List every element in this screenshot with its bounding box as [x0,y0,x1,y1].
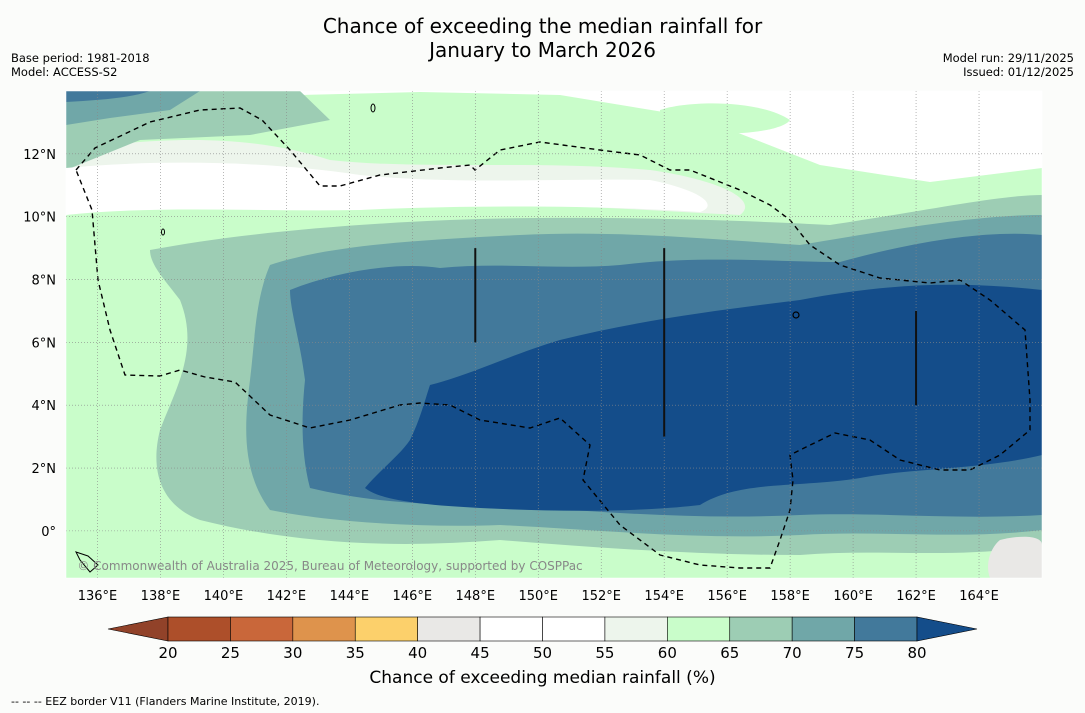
latitude-labels: 0° 2°N 4°N 6°N 8°N 10°N 12°N [23,148,56,540]
model-run: Model run: 29/11/2025 [942,51,1074,65]
colorbar-segment [542,616,606,642]
longitude-tick-label: 150°E [518,589,558,604]
colorbar-segment [354,616,418,642]
probability-region-60-65-north [660,103,790,134]
map-frame [65,90,1043,579]
copyright-text: © Commonwealth of Australia 2025, Bureau… [77,559,582,573]
eez-border [75,107,1031,569]
colorbar: 20 25 30 35 40 45 50 55 60 65 70 75 80 [107,616,978,662]
probability-region-40-45 [988,536,1042,578]
longitude-tick-label: 156°E [707,589,747,604]
longitude-tick-label: 148°E [456,589,496,604]
colorbar-tick-label: 45 [471,644,490,662]
latitude-tick-label: 0° [41,525,56,540]
colorbar-segment [791,616,855,642]
title-line-2: January to March 2026 [429,38,656,62]
longitude-tick-label: 146°E [393,589,433,604]
colorbar-tick-label: 35 [346,644,365,662]
colorbar-tick-label: 55 [595,644,614,662]
island-marker [161,228,165,236]
colorbar-segment [417,616,481,642]
probability-region-45-55 [66,162,708,215]
colorbar-segment [230,616,294,642]
colorbar-segment [292,616,356,642]
latitude-tick-label: 8°N [32,274,57,289]
coastline-new-guinea [75,551,99,573]
longitude-tick-label: 136°E [78,589,118,604]
region-dividers [474,248,918,437]
colorbar-tick-label: 30 [283,644,302,662]
colorbar-tick-label: 25 [221,644,240,662]
latitude-tick-label: 6°N [32,336,57,351]
longitude-labels: 136°E 138°E 140°E 142°E 144°E 146°E 148°E 150°E… [78,589,999,604]
island-marker [370,103,376,113]
colorbar-tick-label: 50 [533,644,552,662]
colorbar-label: Chance of exceeding median rainfall (%) [369,668,716,688]
title-line-1: Chance of exceeding the median rainfall … [322,14,763,38]
colorbar-under-arrow [107,616,169,642]
map-plot-area [66,91,1042,578]
island-marker [792,311,800,319]
colorbar-tick-label: 80 [907,644,926,662]
gridlines [66,91,1042,578]
longitude-tick-label: 162°E [896,589,936,604]
probability-region-75-80-northwest [66,91,150,102]
colorbar-tick-label: 20 [158,644,177,662]
colorbar-segment [667,616,731,642]
colorbar-tick-label: 75 [845,644,864,662]
longitude-tick-label: 154°E [644,589,684,604]
latitude-tick-label: 12°N [23,148,56,163]
longitude-tick-label: 158°E [770,589,810,604]
longitude-tick-label: 152°E [581,589,621,604]
longitude-tick-label: 144°E [330,589,370,604]
colorbar-segment [479,616,543,642]
longitude-tick-label: 164°E [959,589,999,604]
latitude-tick-label: 2°N [32,462,57,477]
probability-region-over-80 [365,284,1042,511]
longitude-tick-label: 138°E [141,589,181,604]
eez-legend: -- -- -- EEZ border V11 (Flanders Marine… [11,695,320,708]
colorbar-segment [729,616,793,642]
run-info: Model run: 29/11/2025 Issued: 01/12/2025 [943,51,1074,79]
base-period: Base period: 1981-2018 [11,51,150,65]
longitude-tick-label: 142°E [267,589,307,604]
colorbar-tick-label: 40 [408,644,427,662]
longitude-tick-label: 160°E [833,589,873,604]
colorbar-tick-label: 60 [658,644,677,662]
colorbar-tick-label: 65 [720,644,739,662]
longitude-tick-label: 140°E [204,589,244,604]
map-title: Chance of exceeding the median rainfall … [0,14,1085,62]
issued-date: Issued: 01/12/2025 [963,65,1074,79]
model-info: Base period: 1981-2018 Model: ACCESS-S2 [11,51,150,79]
colorbar-tick-label: 70 [783,644,802,662]
colorbar-segment [854,616,918,642]
model-name: Model: ACCESS-S2 [11,65,118,79]
colorbar-over-arrow [916,616,978,642]
colorbar-segment [167,616,231,642]
colorbar-segment [604,616,668,642]
latitude-tick-label: 4°N [32,399,57,414]
latitude-tick-label: 10°N [23,211,56,226]
